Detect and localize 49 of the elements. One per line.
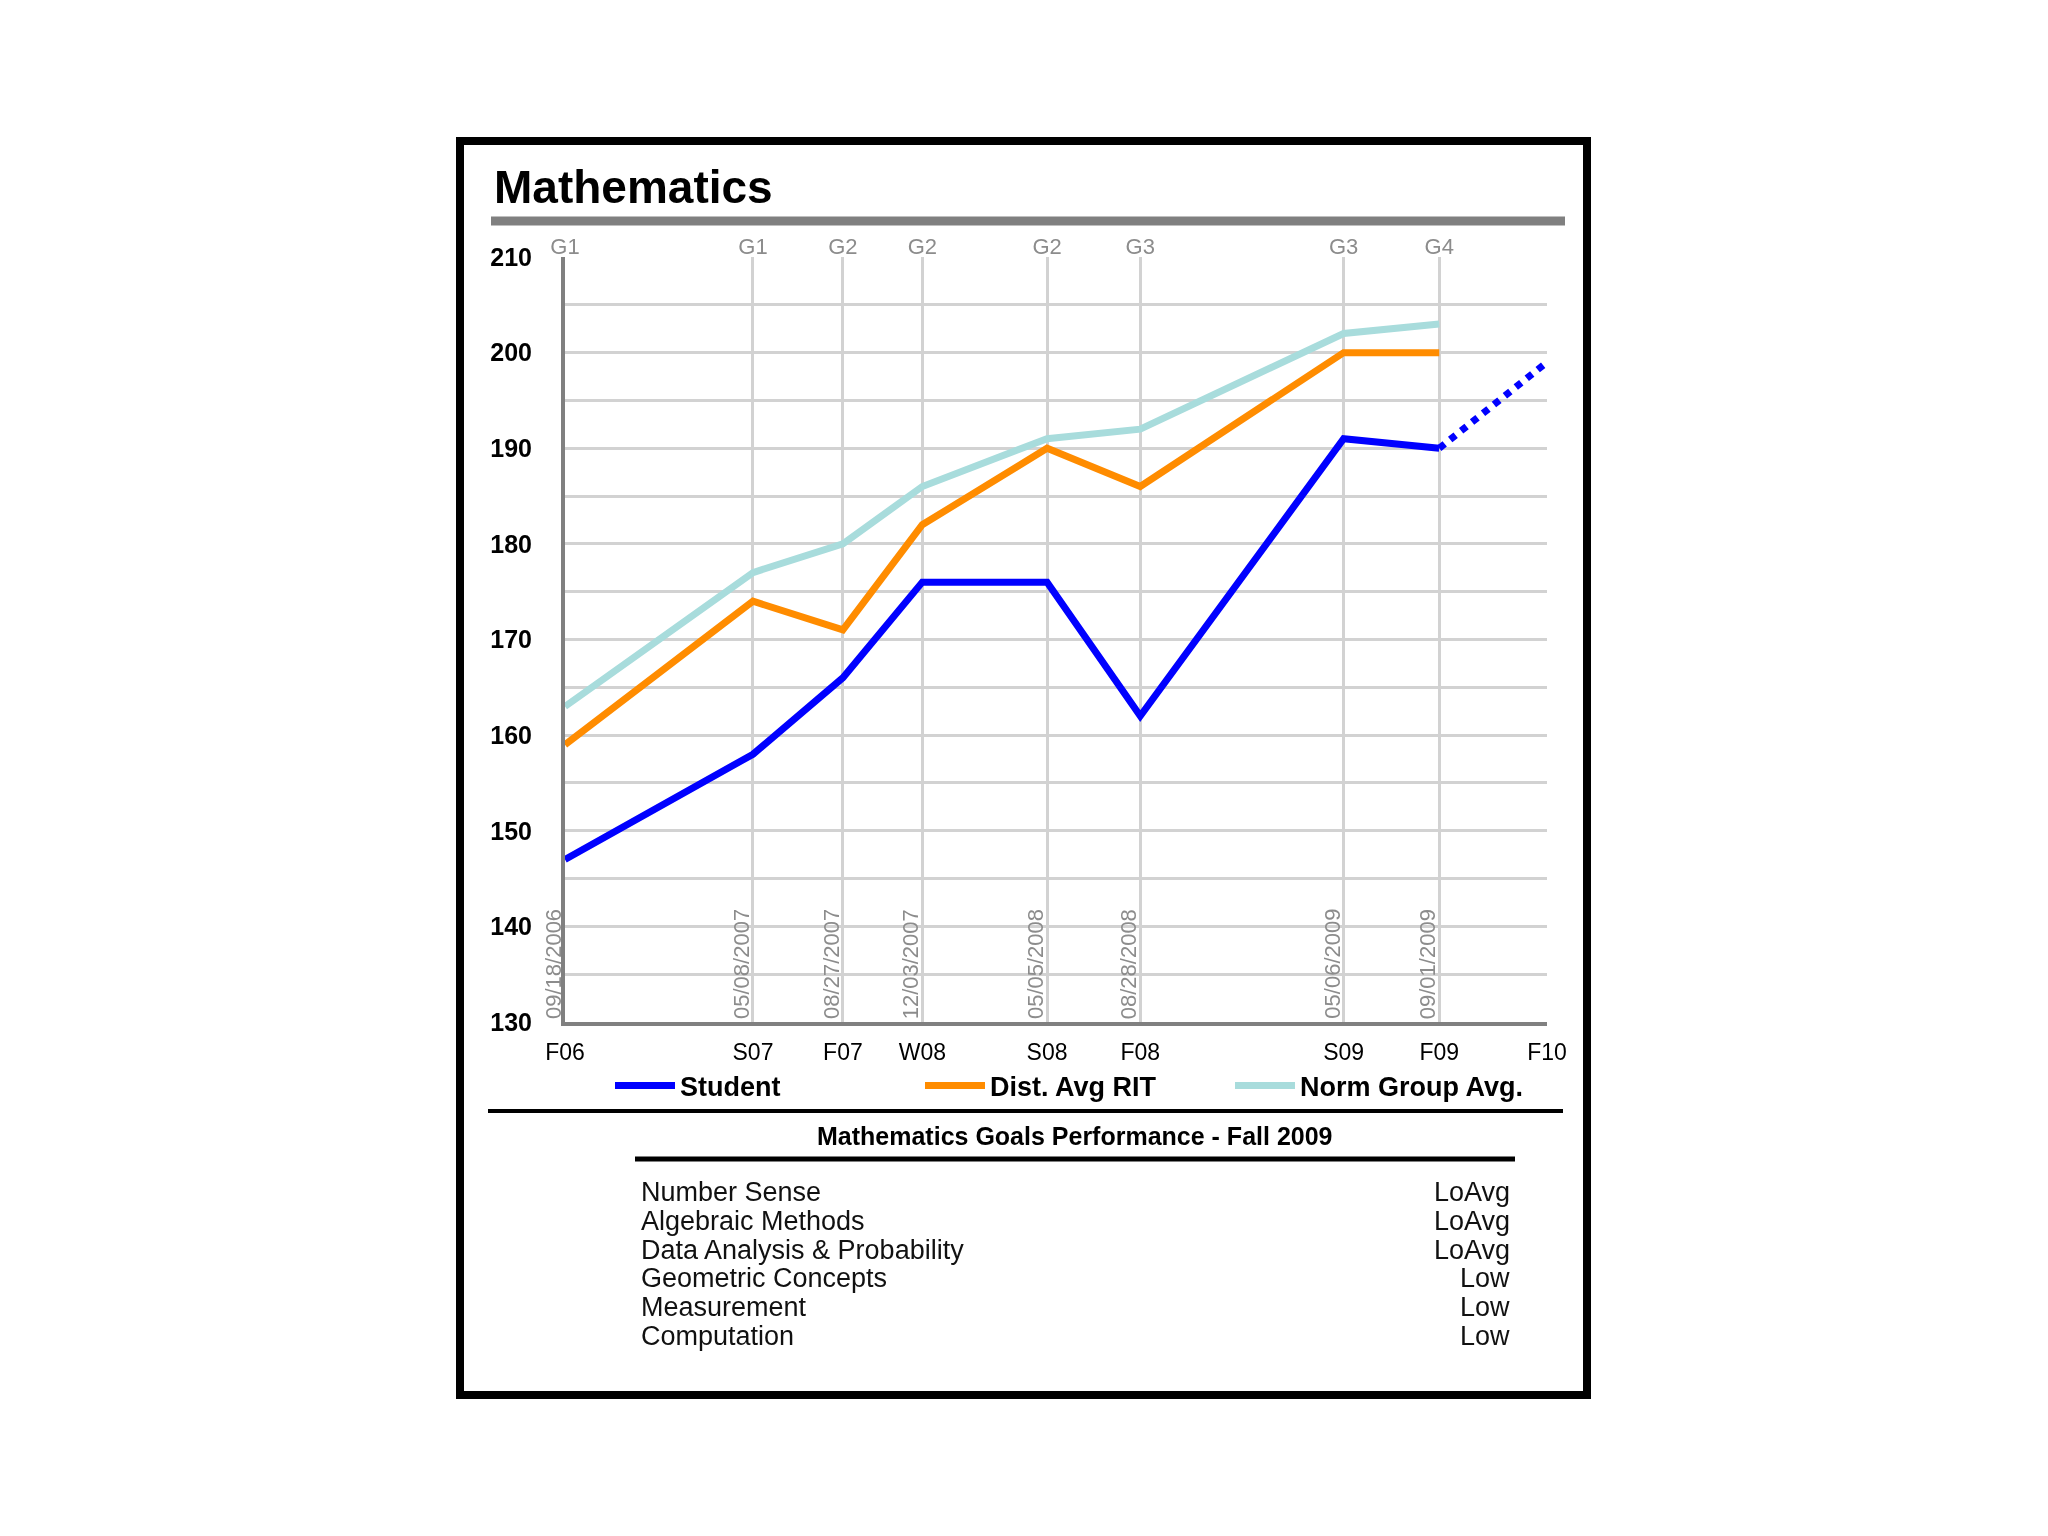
text: Algebraic Methods: [641, 1206, 865, 1236]
x-tick-label: F09: [1419, 1038, 1460, 1065]
annotation: 08/28/2008: [1116, 909, 1142, 1020]
y-tick-label: 210: [490, 242, 532, 271]
y-tick-label: 180: [490, 529, 532, 558]
chart-title: Mathematics: [494, 161, 773, 214]
legend-label: Norm Group Avg.: [1300, 1072, 1524, 1103]
text: Computation: [641, 1321, 795, 1351]
y-tick-label: 130: [490, 1007, 532, 1036]
x-tick-label: W08: [898, 1038, 946, 1065]
y-tick-label: 160: [490, 720, 532, 749]
annotation: 09/18/2006: [541, 908, 566, 1019]
x2-tick-label: G2: [828, 233, 858, 259]
x2-tick-label: G2: [907, 233, 937, 259]
text: Mathematics Goals Performance - Fall 2009: [817, 1122, 1333, 1150]
y-tick-label: 150: [490, 816, 532, 845]
legend-label: Student: [680, 1072, 781, 1103]
y-tick-label: 140: [490, 912, 532, 941]
x-tick-label: F08: [1120, 1038, 1161, 1065]
text: LoAvg: [1434, 1177, 1511, 1207]
y-tick-label: 170: [490, 625, 532, 654]
annotation: 12/03/2007: [898, 909, 924, 1020]
x-tick-label: S07: [732, 1038, 774, 1065]
legend-label: Dist. Avg RIT: [990, 1072, 1157, 1103]
annotation: 05/08/2007: [728, 908, 754, 1019]
x2-tick-label: G2: [1032, 233, 1062, 259]
x-tick-label: F07: [823, 1038, 863, 1065]
x2-tick-label: G3: [1328, 233, 1359, 259]
x2-tick-label: G3: [1125, 233, 1155, 259]
text: Data Analysis & Probability: [641, 1235, 965, 1265]
text: LoAvg: [1434, 1235, 1511, 1265]
y-tick-label: 190: [490, 434, 532, 462]
text: LoAvg: [1434, 1206, 1511, 1236]
annotation: 05/06/2009: [1319, 908, 1345, 1019]
text: Measurement: [641, 1292, 807, 1322]
text: Low: [1460, 1292, 1511, 1322]
annotation: 08/27/2007: [818, 908, 844, 1019]
annotation: 09/01/2009: [1415, 909, 1441, 1020]
x2-tick-label: G1: [738, 233, 768, 259]
x2-tick-label: G4: [1424, 233, 1454, 259]
x-tick-label: F10: [1527, 1038, 1567, 1065]
text: Low: [1460, 1321, 1511, 1351]
x-tick-label: S08: [1026, 1038, 1068, 1065]
text: Number Sense: [641, 1177, 822, 1207]
x-tick-label: F06: [545, 1038, 585, 1065]
annotation: 05/05/2008: [1023, 908, 1049, 1020]
x2-tick-label: G1: [550, 233, 580, 259]
x-tick-label: S09: [1323, 1038, 1365, 1065]
y-tick-label: 200: [490, 338, 532, 367]
